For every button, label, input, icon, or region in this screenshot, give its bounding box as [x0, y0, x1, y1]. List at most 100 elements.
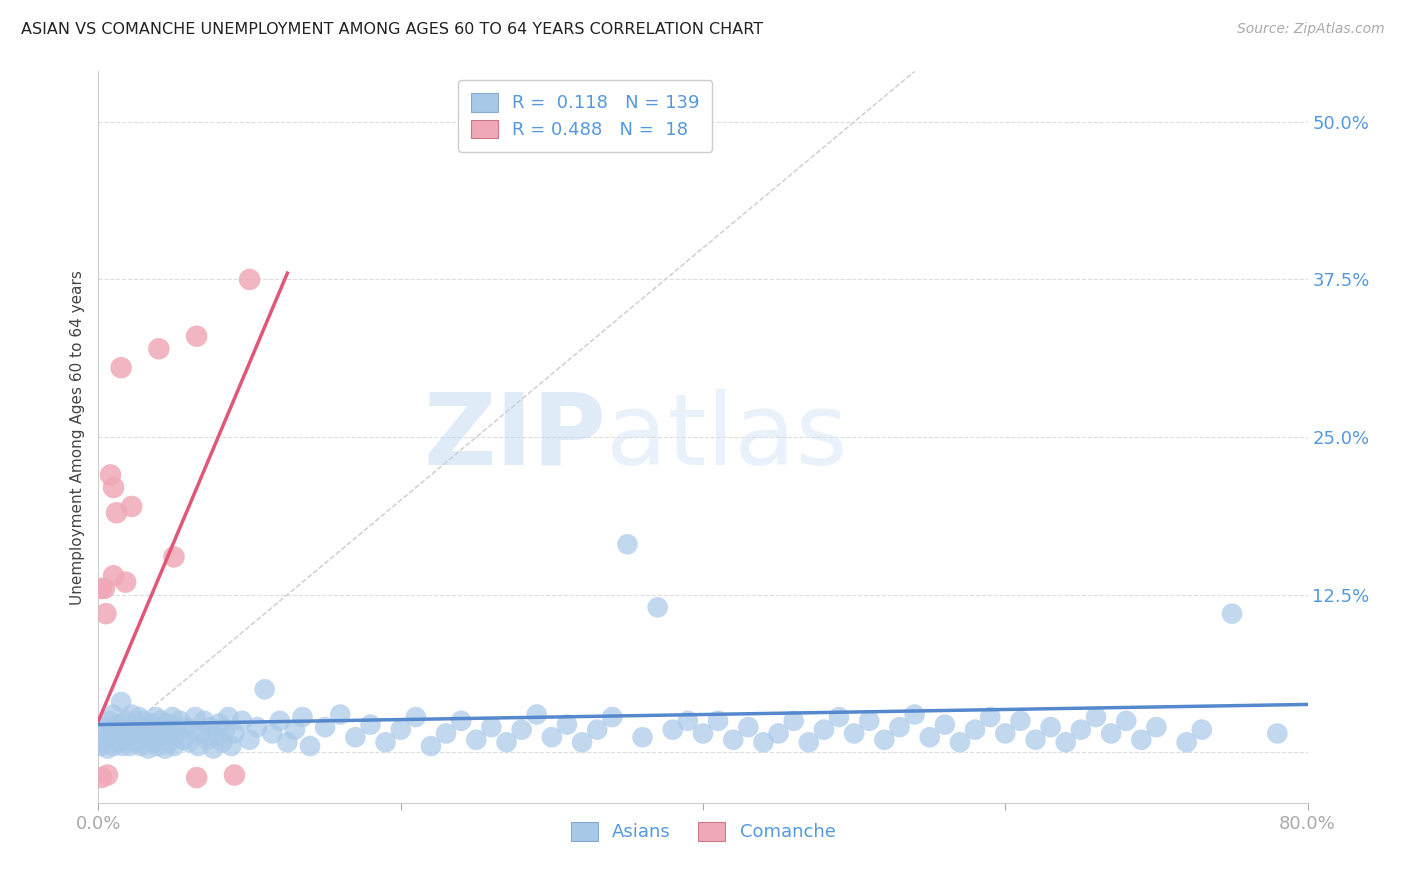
Point: [115, 732, 138, 747]
Point: [108, 735, 131, 749]
Point: [150, 732, 173, 747]
Point: [136, 741, 159, 756]
Point: [181, 723, 204, 737]
Point: [1054, 735, 1077, 749]
Point: [193, 714, 215, 728]
Point: [96, 741, 118, 756]
Point: [162, 710, 184, 724]
Point: [314, 720, 336, 734]
Point: [103, 481, 125, 495]
Point: [1191, 723, 1213, 737]
Point: [979, 710, 1001, 724]
Point: [239, 272, 262, 286]
Text: ASIAN VS COMANCHE UNEMPLOYMENT AMONG AGES 60 TO 64 YEARS CORRELATION CHART: ASIAN VS COMANCHE UNEMPLOYMENT AMONG AGE…: [21, 22, 763, 37]
Point: [481, 720, 503, 734]
Point: [105, 506, 128, 520]
Point: [93, 582, 115, 596]
Point: [184, 710, 207, 724]
Point: [918, 730, 941, 744]
Point: [121, 500, 143, 514]
Point: [120, 739, 142, 753]
Point: [159, 735, 181, 749]
Point: [269, 714, 291, 728]
Point: [858, 714, 880, 728]
Point: [224, 726, 246, 740]
Point: [94, 726, 117, 740]
Point: [124, 717, 146, 731]
Point: [631, 730, 654, 744]
Y-axis label: Unemployment Among Ages 60 to 64 years: Unemployment Among Ages 60 to 64 years: [69, 269, 84, 605]
Point: [1099, 726, 1122, 740]
Point: [90, 582, 112, 596]
Point: [155, 729, 177, 743]
Point: [389, 723, 412, 737]
Point: [221, 739, 243, 753]
Point: [160, 723, 183, 737]
Point: [142, 735, 165, 749]
Point: [540, 730, 562, 744]
Point: [495, 735, 517, 749]
Point: [118, 720, 141, 734]
Point: [217, 710, 239, 724]
Point: [661, 723, 683, 737]
Point: [1175, 735, 1198, 749]
Point: [110, 723, 132, 737]
Point: [844, 726, 866, 740]
Point: [616, 537, 638, 551]
Point: [163, 739, 186, 753]
Point: [647, 600, 669, 615]
Point: [1267, 726, 1289, 740]
Point: [166, 726, 188, 740]
Point: [90, 739, 112, 753]
Point: [1144, 720, 1167, 734]
Point: [208, 716, 231, 731]
Point: [103, 739, 125, 753]
Point: [676, 714, 699, 728]
Point: [139, 729, 162, 743]
Point: [555, 717, 578, 731]
Point: [571, 735, 593, 749]
Point: [172, 732, 194, 747]
Point: [100, 732, 122, 747]
Point: [873, 732, 896, 747]
Point: [146, 739, 169, 753]
Point: [1010, 714, 1032, 728]
Point: [90, 771, 112, 785]
Point: [904, 707, 927, 722]
Point: [200, 720, 222, 734]
Point: [148, 342, 170, 356]
Point: [692, 726, 714, 740]
Point: [723, 732, 745, 747]
Point: [934, 717, 956, 731]
Point: [205, 729, 228, 743]
Point: [510, 723, 533, 737]
Point: [1115, 714, 1137, 728]
Point: [224, 768, 246, 782]
Point: [965, 723, 987, 737]
Point: [450, 714, 472, 728]
Point: [169, 714, 191, 728]
Point: [1070, 723, 1092, 737]
Point: [110, 360, 132, 375]
Point: [179, 735, 201, 749]
Point: [128, 710, 150, 724]
Point: [329, 707, 352, 722]
Point: [110, 695, 132, 709]
Point: [360, 717, 382, 731]
Text: Source: ZipAtlas.com: Source: ZipAtlas.com: [1237, 22, 1385, 37]
Point: [129, 739, 152, 753]
Point: [156, 716, 179, 731]
Point: [253, 682, 276, 697]
Point: [707, 714, 730, 728]
Point: [246, 720, 269, 734]
Point: [405, 710, 427, 724]
Point: [98, 714, 121, 728]
Point: [114, 714, 136, 728]
Point: [949, 735, 972, 749]
Point: [149, 714, 172, 728]
Point: [132, 714, 155, 728]
Point: [107, 717, 129, 731]
Point: [96, 768, 118, 782]
Point: [105, 730, 128, 744]
Point: [797, 735, 820, 749]
